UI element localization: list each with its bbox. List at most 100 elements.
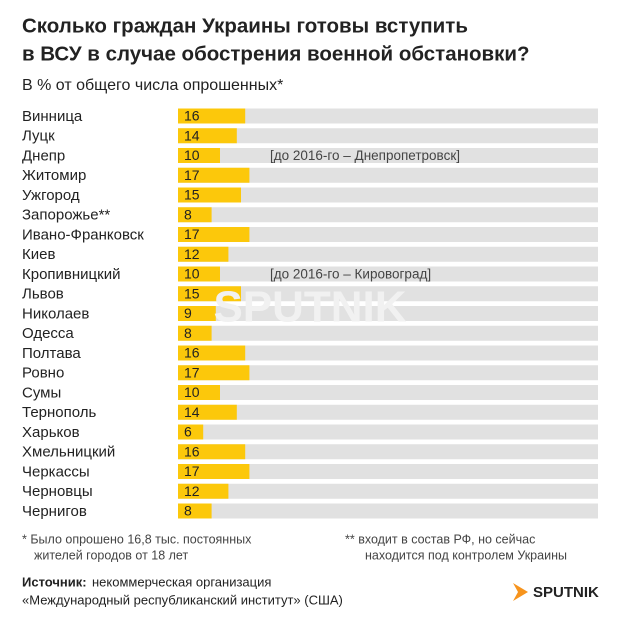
- value-label: 15: [184, 187, 200, 203]
- category-label: Житомир: [22, 167, 86, 184]
- category-label: Сумы: [22, 384, 61, 401]
- category-label: Львов: [22, 286, 64, 303]
- bar: [178, 365, 250, 381]
- chart-subtitle: В % от общего числа опрошенных*: [22, 77, 283, 94]
- source: «Международный республиканский институт»…: [22, 592, 343, 607]
- category-label: Черновцы: [22, 483, 93, 500]
- bar-track: [178, 207, 598, 223]
- bar-track: [178, 424, 598, 440]
- value-label: 15: [184, 285, 200, 301]
- value-label: 17: [184, 167, 200, 183]
- bar: [178, 385, 220, 400]
- value-label: 9: [184, 305, 192, 321]
- value-label: 14: [184, 404, 200, 420]
- category-label: Хмельницкий: [22, 444, 115, 461]
- bar-track: [178, 483, 598, 499]
- bar: [178, 306, 216, 321]
- value-label: 6: [184, 424, 192, 440]
- bar: [178, 286, 241, 302]
- bar-track: [178, 266, 598, 282]
- value-label: 17: [184, 226, 200, 242]
- annotation: [до 2016-го – Кировоград]: [270, 267, 431, 282]
- bar-track: [178, 503, 598, 519]
- category-label: Николаев: [22, 305, 89, 322]
- bar-track: [178, 286, 598, 302]
- category-label: Запорожье**: [22, 207, 110, 224]
- bar: [178, 128, 237, 144]
- category-label: Чернигов: [22, 503, 87, 520]
- bar-track: [178, 246, 598, 262]
- value-label: 17: [184, 463, 200, 479]
- value-label: 10: [184, 266, 200, 282]
- category-label: Ровно: [22, 365, 64, 382]
- bar-track: [178, 227, 598, 242]
- category-label: Луцк: [22, 128, 55, 145]
- chart-title: в ВСУ в случае обострения военной обстан…: [22, 42, 530, 65]
- category-label: Винница: [22, 108, 83, 125]
- bar-track: [178, 128, 598, 144]
- chart-title: Сколько граждан Украины готовы вступить: [22, 14, 468, 37]
- value-label: 8: [184, 503, 192, 519]
- bar: [178, 503, 212, 519]
- value-label: 12: [184, 483, 200, 499]
- bar-track: [178, 108, 598, 124]
- category-label: Тернополь: [22, 404, 97, 421]
- category-label: Днепр: [22, 147, 65, 164]
- value-label: 14: [184, 127, 200, 143]
- bar-track: [178, 404, 598, 420]
- bar: [178, 325, 212, 341]
- bar: [178, 266, 220, 282]
- value-label: 10: [184, 384, 200, 400]
- bar-track: [178, 187, 598, 203]
- bar-track: [178, 464, 598, 479]
- bar: [178, 464, 250, 479]
- value-label: 16: [184, 443, 200, 459]
- plot: Винница 16 Луцк 14 Днепр 10 Житомир 17 Ужгород 15…: [22, 108, 598, 520]
- annotation: [до 2016-го – Днепропетровск]: [270, 148, 460, 163]
- value-label: 12: [184, 246, 200, 262]
- bar-track: [178, 306, 598, 321]
- bar: [178, 148, 220, 163]
- bar: [178, 108, 246, 124]
- bar: [178, 207, 212, 223]
- watermark: SPUTNIK: [213, 283, 406, 332]
- footnote: жителей городов от 18 лет: [34, 548, 188, 562]
- bar-track: [178, 444, 598, 460]
- category-label: Ивано-Франковск: [22, 226, 144, 243]
- footnote: находится под контролем Украины: [365, 548, 567, 562]
- footnote: ** входит в состав РФ, но сейчас: [345, 532, 535, 546]
- category-label: Харьков: [22, 424, 80, 441]
- category-label: Одесса: [22, 325, 74, 342]
- bar-track: [178, 345, 598, 361]
- bar-track: [178, 365, 598, 381]
- category-label: Черкассы: [22, 463, 90, 480]
- logo: SPUTNIK: [533, 584, 599, 601]
- bar: [178, 167, 250, 183]
- value-label: 16: [184, 108, 200, 124]
- value-label: 8: [184, 325, 192, 341]
- bar-track: [178, 148, 598, 163]
- source: некоммерческая организация: [92, 574, 271, 589]
- bar: [178, 227, 250, 242]
- category-label: Ужгород: [22, 187, 80, 204]
- value-label: 8: [184, 206, 192, 222]
- footnote: * Было опрошено 16,8 тыс. постоянных: [22, 532, 252, 546]
- bar: [178, 404, 237, 420]
- logo-icon: [513, 583, 528, 601]
- category-label: Полтава: [22, 345, 81, 362]
- bar-track: [178, 385, 598, 400]
- source-label: Источник:: [22, 574, 87, 589]
- bar: [178, 246, 229, 262]
- bar: [178, 444, 246, 460]
- bar-track: [178, 325, 598, 341]
- category-label: Киев: [22, 246, 55, 263]
- value-label: 17: [184, 364, 200, 380]
- category-label: Кропивницкий: [22, 266, 120, 283]
- bar: [178, 483, 229, 499]
- bar: [178, 187, 241, 203]
- value-label: 16: [184, 345, 200, 361]
- bar: [178, 345, 246, 361]
